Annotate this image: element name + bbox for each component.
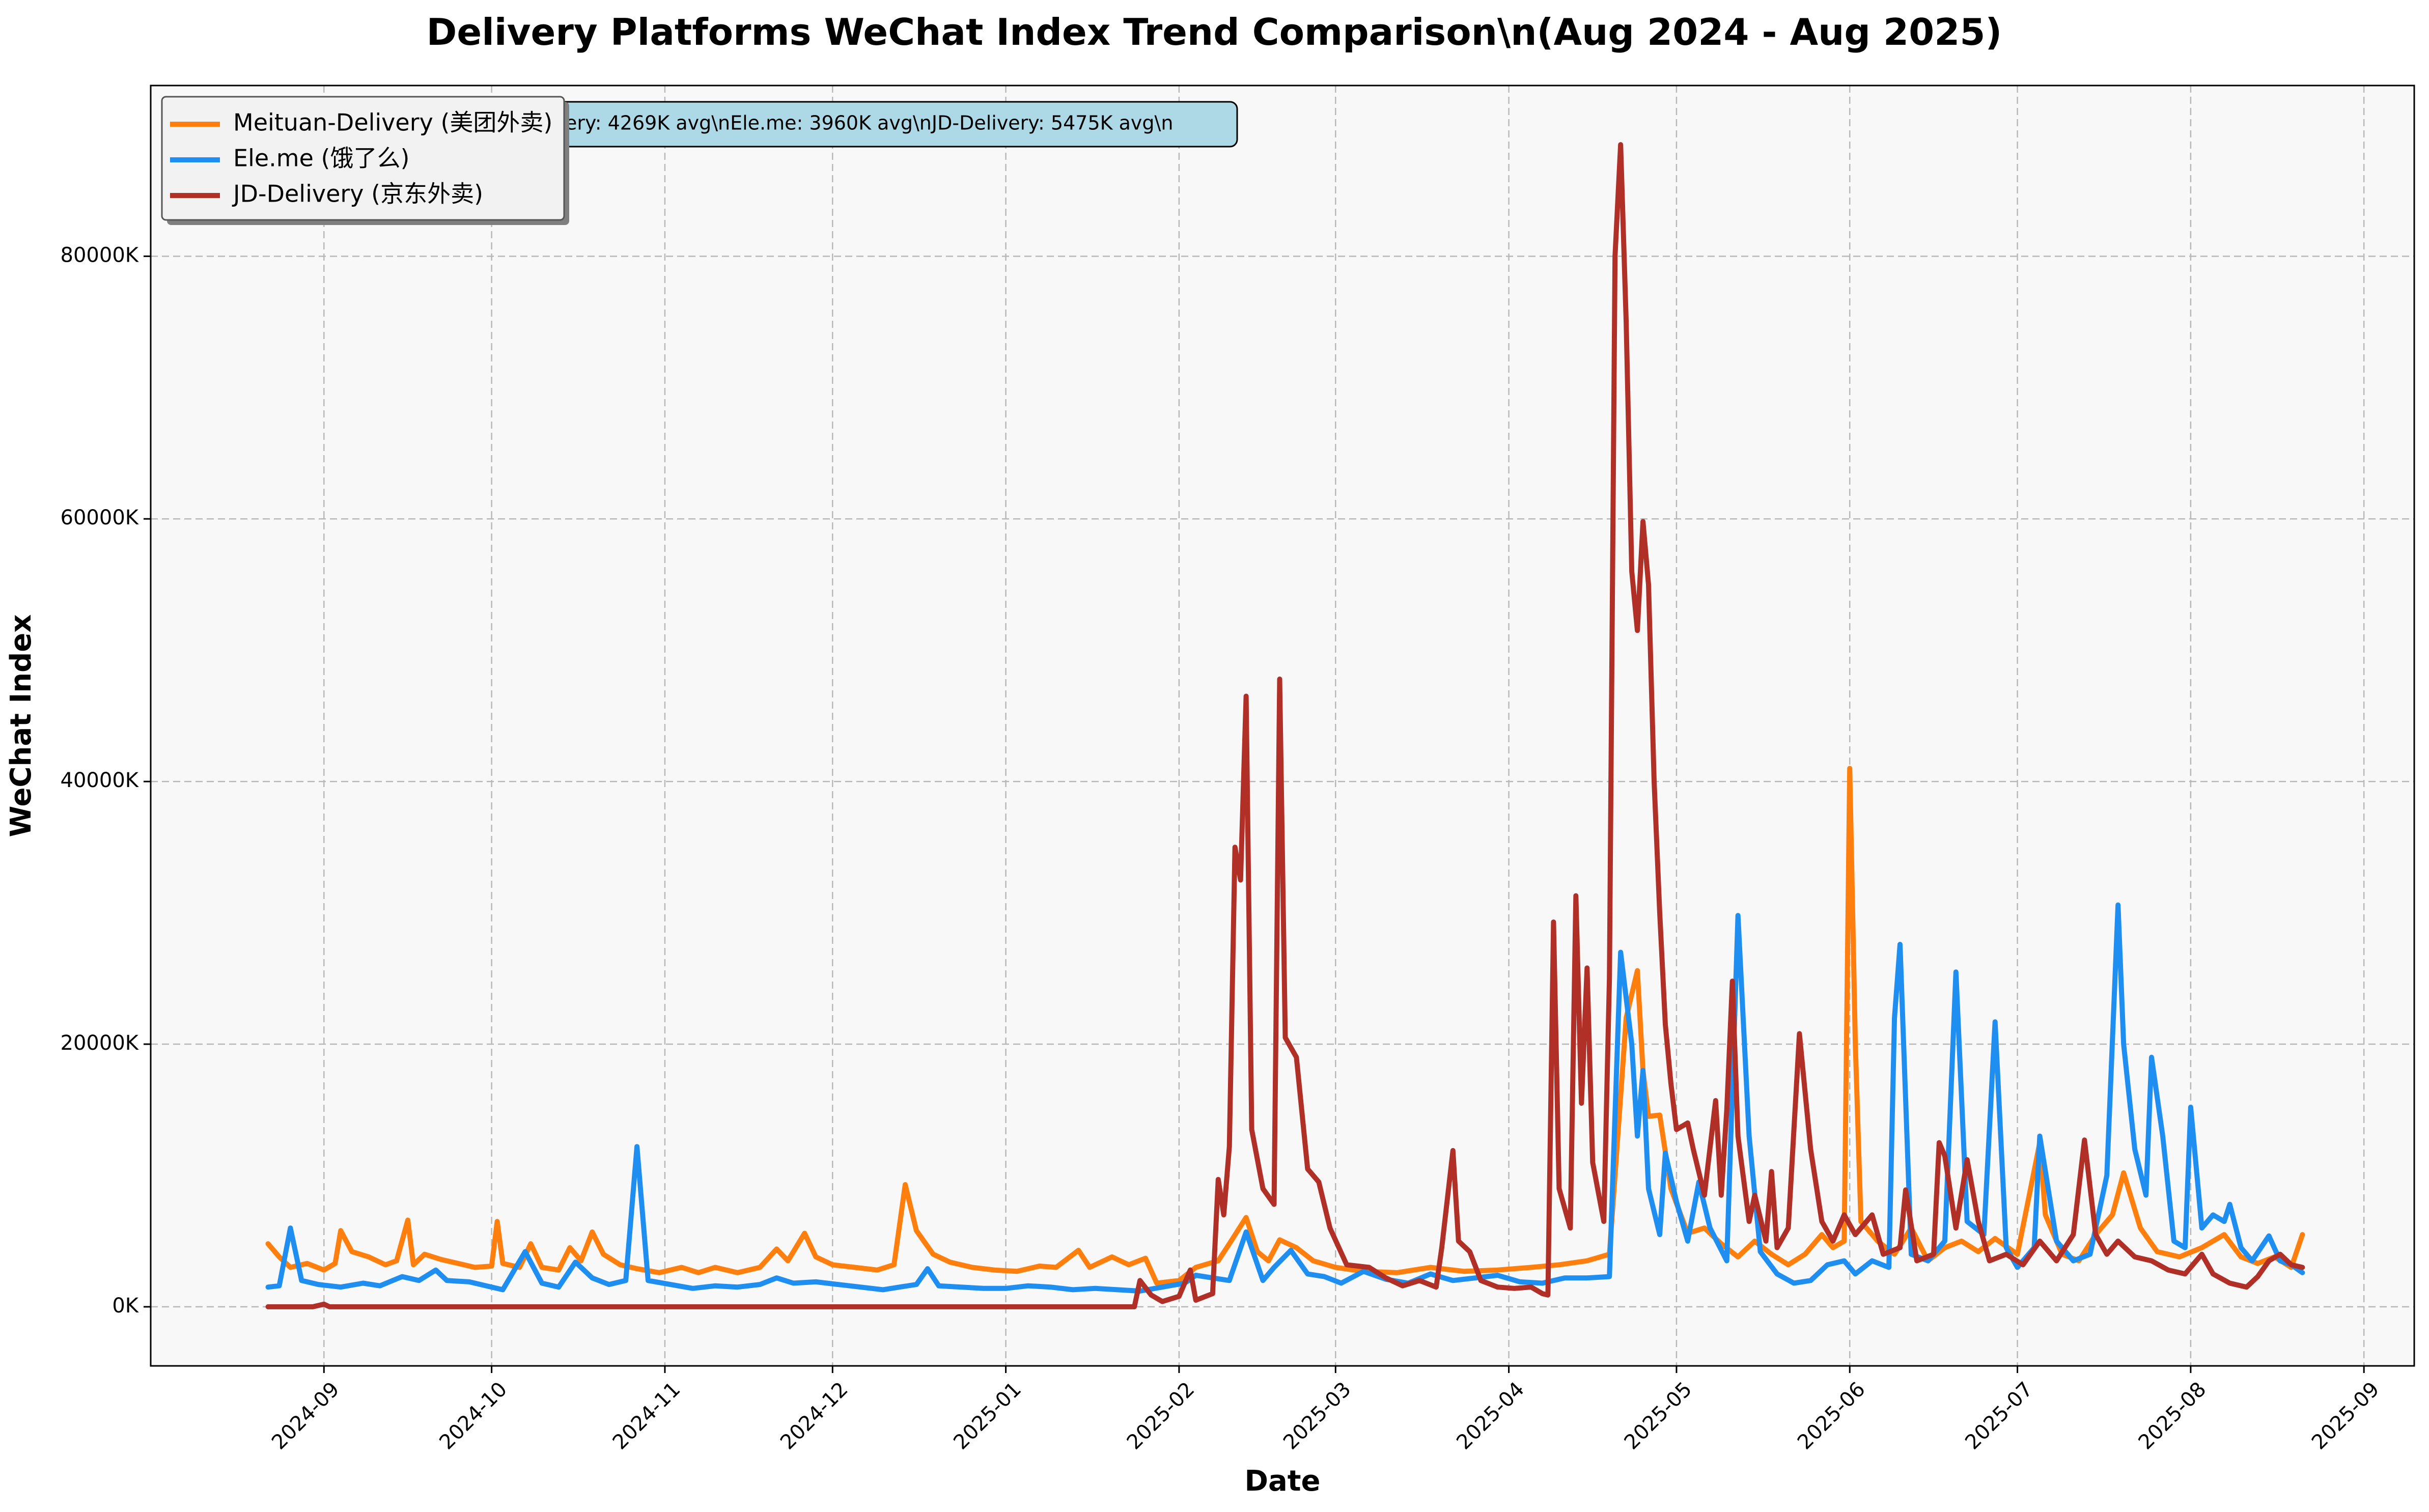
x-axis-label: Date <box>1244 1465 1320 1498</box>
legend-label-0: Meituan-Delivery (美团外卖) <box>233 109 552 136</box>
legend: Meituan-Delivery (美团外卖) Ele.me (饿了么) JD-De… <box>161 96 569 225</box>
series-lines <box>265 142 2305 1309</box>
legend-box <box>161 96 565 221</box>
y-tick-label: 0K <box>112 1294 139 1318</box>
legend-label-1: Ele.me (饿了么) <box>233 145 409 172</box>
y-tick-label: 80000K <box>61 243 139 267</box>
y-axis-label: WeChat Index <box>5 614 38 837</box>
grid <box>151 86 2414 1366</box>
y-tick-label: 40000K <box>61 769 139 792</box>
legend-label-2: JD-Delivery (京东外卖) <box>232 180 483 208</box>
series-line-2 <box>265 142 2305 1309</box>
y-tick-label: 20000K <box>61 1031 139 1055</box>
chart-title: Delivery Platforms WeChat Index Trend Co… <box>427 11 2002 53</box>
stats-text: ery: 4269K avg\nEle.me: 3960K avg\nJD-De… <box>565 112 1173 134</box>
y-tick-label: 60000K <box>61 506 139 529</box>
plot-frame <box>150 85 2415 1367</box>
